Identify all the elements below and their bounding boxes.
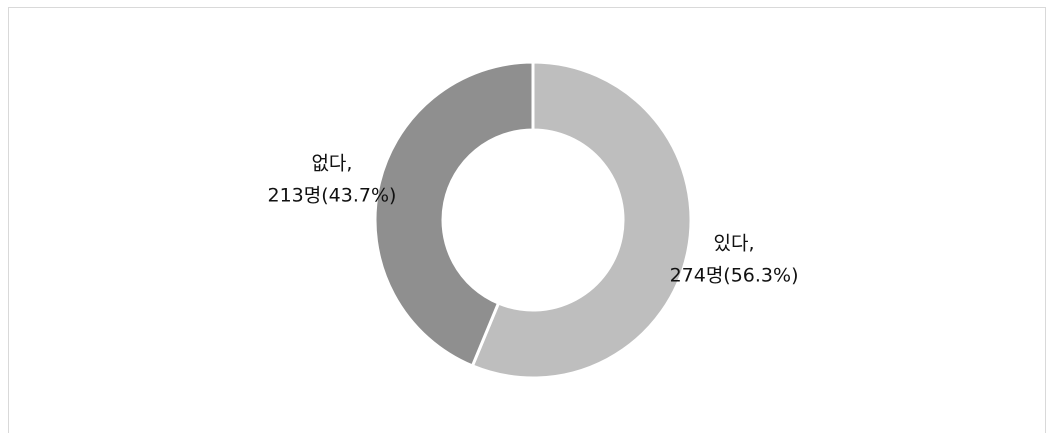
donut-slice (373, 60, 535, 368)
slice-value-label: 274명(56.3%) (670, 265, 799, 287)
frame (8, 7, 1046, 433)
donut-slice (470, 60, 693, 380)
slice-category-label: 있다, (714, 233, 755, 255)
slice-value-label: 213명(43.7%) (267, 184, 396, 206)
slice-category-label: 없다, (311, 152, 352, 174)
